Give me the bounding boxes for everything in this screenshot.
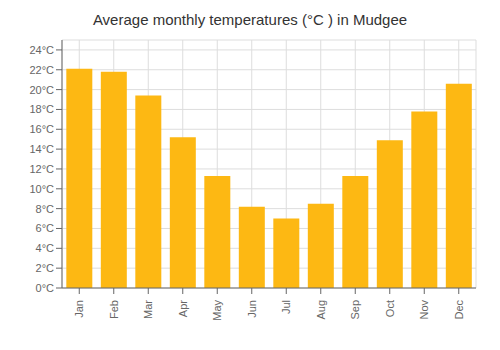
- svg-text:16°C: 16°C: [29, 123, 54, 135]
- svg-text:2°C: 2°C: [36, 262, 55, 274]
- svg-text:Nov: Nov: [418, 300, 430, 320]
- svg-text:Jun: Jun: [246, 300, 258, 318]
- svg-text:24°C: 24°C: [29, 44, 54, 56]
- html-text:Average monthly temperatures (: Average monthly temperatures (°C ) in Mu…: [92, 11, 408, 28]
- svg-text:Aug: Aug: [315, 300, 327, 320]
- svg-text:4°C: 4°C: [36, 242, 55, 254]
- svg-text:12°C: 12°C: [29, 163, 54, 175]
- svg-text:Oct: Oct: [384, 300, 396, 317]
- svg-text:10°C: 10°C: [29, 183, 54, 195]
- svg-text:22°C: 22°C: [29, 64, 54, 76]
- svg-text:8°C: 8°C: [36, 203, 55, 215]
- svg-text:0°C: 0°C: [36, 282, 55, 294]
- svg-text:6°C: 6°C: [36, 222, 55, 234]
- svg-text:Jan: Jan: [73, 300, 85, 318]
- svg-text:14°C: 14°C: [29, 143, 54, 155]
- svg-text:20°C: 20°C: [29, 84, 54, 96]
- svg-text:Sep: Sep: [349, 300, 361, 320]
- svg-text:18°C: 18°C: [29, 103, 54, 115]
- svg-text:Mar: Mar: [142, 300, 154, 319]
- svg-text:Feb: Feb: [108, 300, 120, 319]
- svg-text:May: May: [211, 300, 223, 321]
- svg-text:Dec: Dec: [453, 300, 465, 320]
- svg-text:Apr: Apr: [177, 300, 189, 317]
- svg-text:Jul: Jul: [280, 300, 292, 314]
